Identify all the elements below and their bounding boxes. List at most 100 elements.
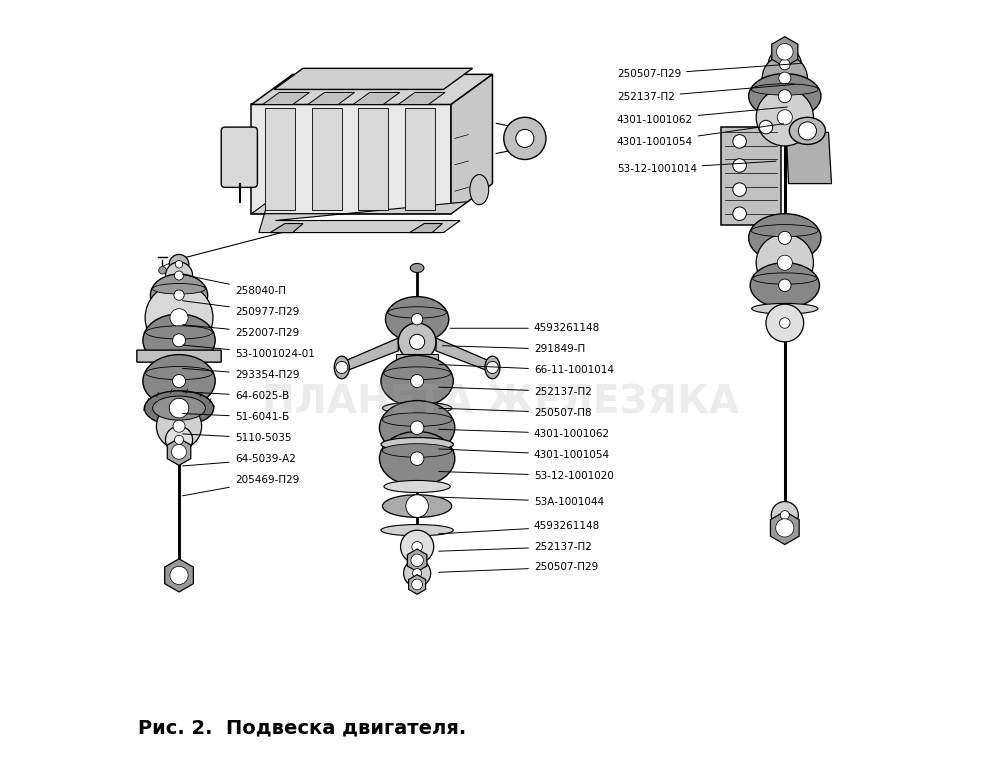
Ellipse shape (470, 175, 489, 205)
Text: 291849-П: 291849-П (443, 345, 585, 354)
Ellipse shape (749, 214, 821, 262)
Text: 293354-П29: 293354-П29 (183, 368, 299, 380)
Polygon shape (263, 93, 309, 105)
Text: 5110-5035: 5110-5035 (183, 433, 291, 443)
Polygon shape (167, 438, 191, 465)
Circle shape (159, 266, 166, 274)
Circle shape (145, 284, 213, 351)
Text: 252137-П2: 252137-П2 (439, 386, 592, 396)
Polygon shape (308, 93, 355, 105)
Circle shape (768, 48, 801, 81)
Ellipse shape (751, 83, 818, 95)
Ellipse shape (381, 524, 453, 536)
Circle shape (733, 207, 746, 221)
Text: 4301-1001054: 4301-1001054 (617, 124, 784, 147)
Circle shape (412, 579, 423, 590)
FancyBboxPatch shape (221, 127, 257, 187)
Ellipse shape (146, 367, 212, 380)
Ellipse shape (381, 355, 453, 407)
Ellipse shape (749, 74, 821, 119)
Ellipse shape (388, 307, 446, 318)
Ellipse shape (379, 401, 455, 455)
Circle shape (175, 260, 183, 268)
Circle shape (170, 309, 188, 327)
Polygon shape (451, 74, 492, 214)
Circle shape (771, 502, 798, 529)
Circle shape (173, 420, 185, 432)
Ellipse shape (751, 225, 818, 237)
Polygon shape (274, 68, 472, 90)
Ellipse shape (153, 284, 206, 294)
Circle shape (779, 279, 791, 291)
Circle shape (156, 404, 202, 449)
Polygon shape (772, 36, 798, 67)
Bar (265, 109, 295, 210)
Ellipse shape (485, 356, 500, 379)
Ellipse shape (146, 326, 212, 339)
Circle shape (411, 554, 423, 566)
FancyBboxPatch shape (137, 350, 221, 362)
Ellipse shape (382, 444, 452, 457)
Text: 252007-П29: 252007-П29 (183, 325, 299, 338)
Circle shape (410, 452, 424, 465)
Circle shape (756, 234, 813, 291)
Circle shape (486, 361, 498, 373)
Polygon shape (353, 93, 400, 105)
Ellipse shape (385, 297, 449, 342)
Ellipse shape (143, 354, 215, 408)
Text: 51-6041-Б: 51-6041-Б (183, 412, 289, 422)
Ellipse shape (143, 314, 215, 367)
Circle shape (401, 531, 434, 563)
Ellipse shape (384, 367, 451, 380)
Polygon shape (396, 354, 438, 366)
Ellipse shape (153, 396, 205, 420)
Circle shape (777, 43, 793, 60)
Circle shape (406, 495, 428, 518)
Circle shape (172, 444, 186, 459)
Circle shape (175, 435, 184, 444)
Ellipse shape (150, 274, 208, 317)
Text: ПЛАНЕТА ЖЕЛЕЗЯКА: ПЛАНЕТА ЖЕЛЕЗЯКА (262, 383, 738, 421)
Circle shape (411, 374, 424, 388)
Circle shape (410, 421, 424, 434)
Text: 4301-1001062: 4301-1001062 (617, 107, 787, 124)
Circle shape (410, 334, 425, 349)
Circle shape (169, 398, 189, 418)
Polygon shape (786, 132, 832, 184)
Text: 250507-П8: 250507-П8 (439, 408, 592, 417)
Circle shape (504, 118, 546, 159)
Circle shape (170, 566, 188, 584)
Text: 64-6025-В: 64-6025-В (183, 391, 289, 401)
Circle shape (169, 254, 189, 274)
Circle shape (780, 511, 789, 520)
Text: 250507-П29: 250507-П29 (617, 63, 802, 80)
Polygon shape (398, 93, 445, 105)
Circle shape (780, 59, 790, 70)
Circle shape (165, 427, 193, 453)
Ellipse shape (789, 118, 825, 144)
Text: 53А-1001044: 53А-1001044 (439, 496, 604, 506)
Text: 53-12-1001020: 53-12-1001020 (439, 471, 614, 481)
Text: 252137-П2: 252137-П2 (617, 84, 795, 102)
Circle shape (173, 374, 186, 388)
Circle shape (336, 361, 348, 373)
Ellipse shape (750, 263, 819, 308)
Polygon shape (251, 105, 451, 214)
Ellipse shape (382, 495, 452, 518)
Polygon shape (343, 338, 398, 372)
Ellipse shape (752, 304, 818, 314)
Text: 252137-П2: 252137-П2 (439, 542, 592, 552)
Circle shape (173, 334, 186, 347)
Text: 66-11-1001014: 66-11-1001014 (439, 364, 614, 376)
Text: 205469-П29: 205469-П29 (183, 475, 299, 496)
Text: 250507-П29: 250507-П29 (439, 562, 598, 572)
Bar (358, 109, 388, 210)
Text: Рис. 2.  Подвеска двигателя.: Рис. 2. Подвеска двигателя. (138, 718, 467, 738)
Circle shape (766, 304, 804, 342)
Circle shape (762, 55, 807, 101)
Bar (312, 109, 342, 210)
Circle shape (413, 568, 422, 578)
Circle shape (778, 231, 791, 244)
Circle shape (174, 290, 184, 301)
Circle shape (779, 72, 791, 84)
